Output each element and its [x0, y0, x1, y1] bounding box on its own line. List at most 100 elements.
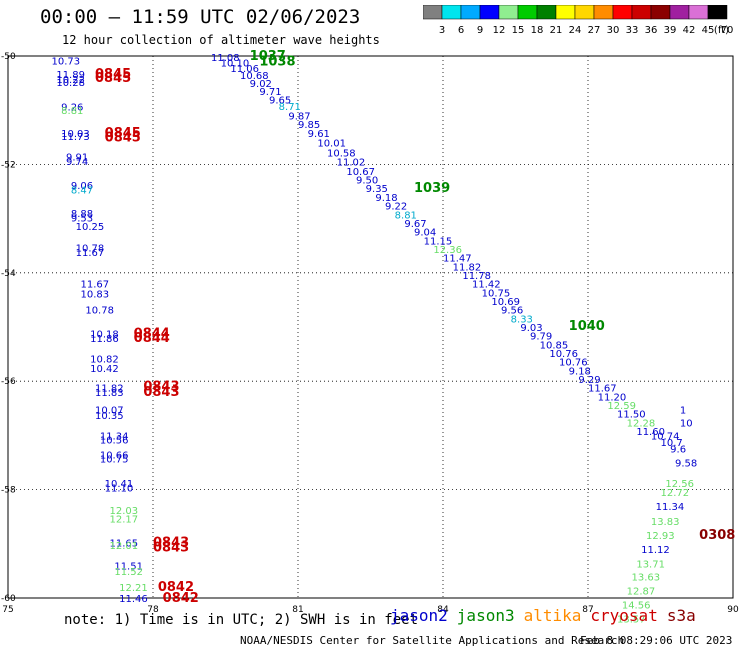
wave-height-label: 9.71: [259, 87, 281, 98]
wave-height-label: 11.34: [100, 431, 129, 442]
credit-line: NOAA/NESDIS Center for Satellite Applica…: [240, 634, 625, 647]
wave-height-label: 10.85: [540, 340, 569, 351]
wave-height-label: 10: [680, 418, 693, 429]
colorbar-label: 15: [512, 25, 525, 35]
wave-height-label: 12.36: [433, 245, 462, 256]
wave-height-label: 8.81: [395, 210, 417, 221]
wave-height-label: 11.12: [641, 545, 670, 556]
wave-height-label: 11.08: [211, 53, 240, 64]
generated-timestamp: Feb 8 08:29:06 UTC 2023: [580, 634, 733, 647]
pass-time-label: 1039: [414, 181, 450, 196]
wave-height-label: 9.02: [250, 79, 272, 90]
wave-height-label: 9.67: [404, 219, 426, 230]
legend-item-s3a: s3a: [666, 606, 696, 625]
wave-height-label: 9.06: [71, 181, 93, 192]
colorbar-label: 27: [588, 25, 601, 35]
wave-height-label: 9.03: [520, 323, 542, 334]
wave-height-label: 10.35: [95, 411, 124, 422]
y-tick-label: -58: [1, 486, 16, 496]
wave-height-label: 9.91: [66, 152, 88, 163]
pass-time-label: 0845: [95, 71, 131, 86]
wave-height-label: 8.71: [279, 102, 301, 113]
x-tick-label: 84: [437, 605, 449, 615]
wave-height-label: 9.65: [269, 95, 291, 106]
wave-height-label: 12.93: [646, 531, 675, 542]
wave-height-label: 10.76: [549, 349, 578, 360]
wave-height-label: 10.56: [100, 436, 129, 447]
colorbar-label: 30: [607, 25, 620, 35]
colorbar-label: 12: [493, 25, 506, 35]
wave-height-label: 10.07: [95, 405, 124, 416]
wave-height-label: 12.59: [607, 401, 636, 412]
wave-height-label: 11.65: [110, 539, 139, 550]
wave-height-label: 11.50: [617, 410, 646, 421]
y-tick-label: -56: [1, 377, 16, 387]
wave-height-label: 12.56: [665, 479, 694, 490]
wave-height-label: 9.18: [375, 193, 397, 204]
wave-height-label: 11.47: [443, 254, 472, 265]
colorbar-label: 33: [626, 25, 639, 35]
wave-height-label: 9.74: [66, 157, 88, 168]
wave-height-label: 8.88: [71, 209, 93, 220]
pass-time-label: 1037: [250, 49, 286, 64]
wave-height-label: 8.81: [61, 106, 83, 117]
wave-height-label: 11.73: [61, 132, 90, 143]
wave-height-label: 9.50: [356, 176, 378, 187]
pass-time-label: 1040: [569, 319, 605, 334]
wave-height-label: 10.76: [559, 358, 588, 369]
wave-height-label: 10.69: [491, 297, 520, 308]
color-scale-bar: 3 6 9 12 15 18 21 24 27 30 33 36 39 42 45 70(ft): [423, 5, 734, 35]
wave-height-label: 9.04: [414, 228, 436, 239]
wave-height-label: 12.28: [627, 418, 656, 429]
wave-height-label: 11.78: [462, 271, 491, 282]
plot-frame: [7, 55, 734, 599]
wave-height-label: 9.18: [569, 366, 591, 377]
wave-height-label: 11.67: [81, 280, 110, 291]
wave-height-label: 10.68: [240, 71, 269, 82]
wave-height-label: 10.7: [661, 438, 683, 449]
wave-height-label: 9.35: [366, 184, 388, 195]
colorbar-label: 70: [721, 25, 734, 35]
wave-height-label: 11.42: [472, 280, 501, 291]
wave-height-label: 10.66: [100, 450, 129, 461]
x-tick-label: 90: [727, 605, 739, 615]
wave-height-label: 9.26: [61, 102, 83, 113]
legend-item-altika: altika: [523, 606, 582, 625]
satellite-legend: jason2 jason3 altika cryosat s3a: [390, 606, 705, 625]
wave-height-label: 10.03: [61, 129, 90, 140]
wave-height-label: 9.58: [675, 459, 697, 470]
wave-height-label: 10.67: [346, 167, 375, 178]
wave-height-label: 11.67: [588, 384, 617, 395]
wave-height-label: 13.71: [636, 559, 665, 570]
wave-height-label: 10.10: [221, 59, 250, 70]
wave-height-label: 11.15: [424, 236, 453, 247]
wave-height-label: 10.22: [56, 75, 85, 86]
wave-height-label: 12.72: [661, 488, 690, 499]
wave-height-label: 10.18: [90, 330, 119, 341]
wave-height-label: 12.01: [110, 541, 139, 552]
colorbar-label: 21: [550, 25, 563, 35]
pass-time-label: 0845: [105, 126, 141, 141]
pass-time-label: 0842: [158, 580, 194, 595]
legend-item-cryosat: cryosat: [590, 606, 658, 625]
wave-height-label: 11.67: [76, 248, 105, 259]
pass-time-label: 0843: [143, 385, 179, 400]
wave-height-label: 1: [680, 405, 686, 416]
wave-height-label: 10.83: [81, 289, 110, 300]
pass-time-label: 0843: [143, 380, 179, 395]
wave-height-label: 10.82: [90, 354, 119, 365]
wave-height-label: 11.82: [453, 262, 482, 273]
chart-title: 00:00 — 11:59 UTC 02/06/2023: [40, 6, 361, 28]
y-tick-label: -60: [1, 594, 16, 604]
colorbar-swatch: [707, 5, 728, 20]
colorbar-label: 42: [683, 25, 696, 35]
colorbar-unit: (ft): [714, 25, 729, 35]
wave-height-label: 10.75: [482, 288, 511, 299]
wave-height-label: 13.83: [651, 517, 680, 528]
pass-time-label: 0308: [699, 528, 735, 543]
pass-time-label: 0845: [105, 130, 141, 145]
chart-subtitle: 12 hour collection of altimeter wave hei…: [62, 33, 380, 47]
footnote: note: 1) Time is in UTC; 2) SWH is in fe…: [64, 612, 419, 628]
colorbar-label: 39: [664, 25, 677, 35]
